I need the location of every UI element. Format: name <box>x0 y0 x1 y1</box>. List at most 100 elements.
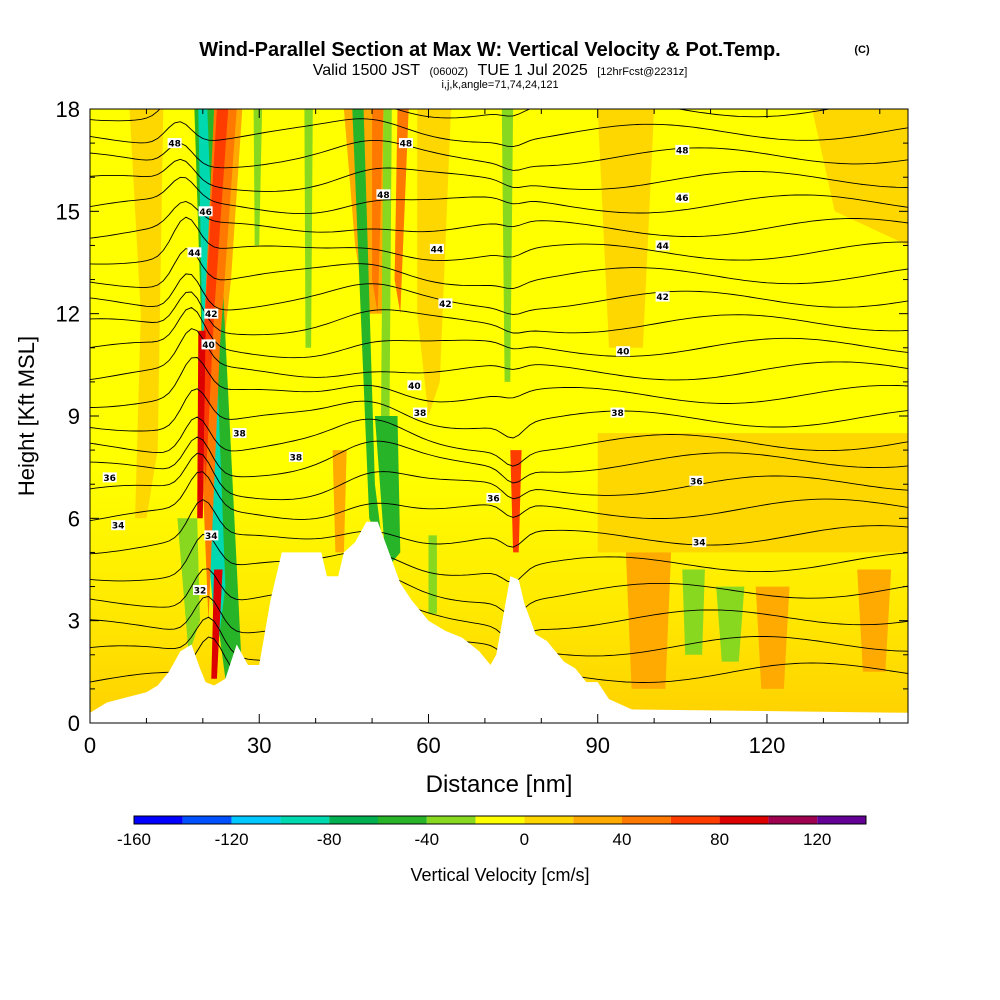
x-tick-label: 30 <box>247 733 271 758</box>
contour-label-text: 32 <box>194 587 207 597</box>
contour-label: 40 <box>407 380 422 392</box>
contour-label-text: 48 <box>168 140 181 150</box>
contour-label-text: 40 <box>617 348 630 358</box>
contour-label: 42 <box>204 308 219 320</box>
colorbar-swatch <box>622 816 671 824</box>
isentrope <box>90 595 908 643</box>
contour-label-text: 36 <box>103 474 116 484</box>
colorbar-swatch <box>182 816 232 824</box>
updraft-region <box>417 109 451 416</box>
valid-date: TUE 1 Jul 2025 <box>477 62 587 79</box>
contour-label-text: 42 <box>439 300 452 310</box>
updraft-column <box>372 109 384 314</box>
contour-label-bg <box>201 339 216 350</box>
contour-label-bg <box>675 144 690 155</box>
contour-labels: 48 48 48 48 46 46 44 44 44 42 42 42 40 40 40 38 38 38 38 36… <box>102 138 707 597</box>
copyright-mark: (C) <box>854 44 870 56</box>
colorbar-tick-label: 80 <box>710 830 729 849</box>
contour-label-text: 40 <box>202 341 215 351</box>
isentrope <box>90 216 908 265</box>
updraft-region <box>597 109 655 348</box>
contour-label-bg <box>692 537 707 548</box>
contour-label-bg <box>616 346 631 357</box>
colorbar-swatch <box>768 816 818 824</box>
updraft-column <box>332 450 347 553</box>
contour-label-bg <box>655 240 670 251</box>
y-tick-label: 9 <box>68 404 80 429</box>
contour-label-text: 34 <box>693 539 706 549</box>
updraft-column <box>394 109 409 314</box>
valid-prefix: Valid 1500 JST <box>313 62 421 79</box>
contour-label: 38 <box>610 407 625 419</box>
downdraft-column <box>428 535 437 614</box>
contour-label-bg <box>198 206 213 217</box>
isentrope <box>90 201 908 239</box>
contour-label-text: 48 <box>400 140 413 150</box>
contour-label-bg <box>204 530 219 541</box>
downdraft-column <box>716 586 745 662</box>
isentrope <box>90 248 908 289</box>
contour-label-text: 38 <box>611 409 624 419</box>
updraft-core <box>510 450 522 553</box>
isentrope <box>90 436 908 484</box>
contour-label-bg <box>187 247 202 258</box>
isentrope <box>90 499 908 555</box>
colorbar-tick-label: 0 <box>520 830 529 849</box>
y-tick-label: 6 <box>68 506 80 531</box>
updraft-column <box>200 109 237 621</box>
velocity-field <box>129 109 908 689</box>
isentrope <box>90 291 908 336</box>
colorbar-tick-label: -80 <box>317 830 342 849</box>
terrain-mask <box>90 521 908 723</box>
contour-label-text: 40 <box>408 382 421 392</box>
updraft-region <box>597 433 908 553</box>
contour-label-text: 46 <box>199 208 212 218</box>
downdraft-column <box>253 109 263 246</box>
contour-label-bg <box>407 380 422 391</box>
contour-label-bg <box>486 492 501 503</box>
y-tick-label: 12 <box>56 302 80 327</box>
contour-label: 36 <box>486 492 501 504</box>
valid-time-line: Valid 1500 JST (0600Z) TUE 1 Jul 2025 [1… <box>313 62 688 79</box>
colorbar-tick-label: -160 <box>117 830 151 849</box>
contour-label: 34 <box>111 520 126 532</box>
contour-label-text: 36 <box>487 494 500 504</box>
isentrope <box>90 568 908 617</box>
contour-label-text: 44 <box>431 245 444 255</box>
isentrope <box>90 273 908 315</box>
contour-label: 46 <box>675 192 690 204</box>
y-tick-label: 18 <box>56 97 80 122</box>
contour-label-text: 44 <box>188 249 201 259</box>
x-tick-label: 90 <box>585 733 609 758</box>
downdraft-column <box>177 518 200 655</box>
contour-label-text: 38 <box>290 453 303 463</box>
isentrope <box>90 118 908 148</box>
downdraft-column <box>304 109 313 348</box>
colorbar-swatch <box>378 816 427 824</box>
contour-label-text: 48 <box>676 146 689 156</box>
isentrope <box>90 328 908 381</box>
colorbar-swatch <box>134 816 183 824</box>
downdraft-column <box>374 416 401 570</box>
contour-label-bg <box>675 192 690 203</box>
colorbar-tick-label: 40 <box>613 830 632 849</box>
isentrope <box>90 533 908 583</box>
contour-label-bg <box>438 298 453 309</box>
contour-label-text: 36 <box>690 477 703 487</box>
x-tick-label: 120 <box>749 733 786 758</box>
colorbar-swatch <box>573 816 622 824</box>
contour-label-bg <box>398 138 413 149</box>
contour-label-bg <box>655 291 670 302</box>
colorbar-tick-label: 120 <box>803 830 831 849</box>
theta-contours <box>90 109 908 686</box>
updraft-region <box>129 109 164 519</box>
contour-label: 38 <box>413 407 427 419</box>
downdraft-column <box>682 569 705 655</box>
contour-label: 44 <box>187 247 202 259</box>
updraft-core <box>197 330 206 519</box>
y-tick-label: 15 <box>56 199 80 224</box>
contour-label: 48 <box>675 144 690 156</box>
x-tick-label: 0 <box>84 733 96 758</box>
contour-label-bg <box>689 475 704 486</box>
